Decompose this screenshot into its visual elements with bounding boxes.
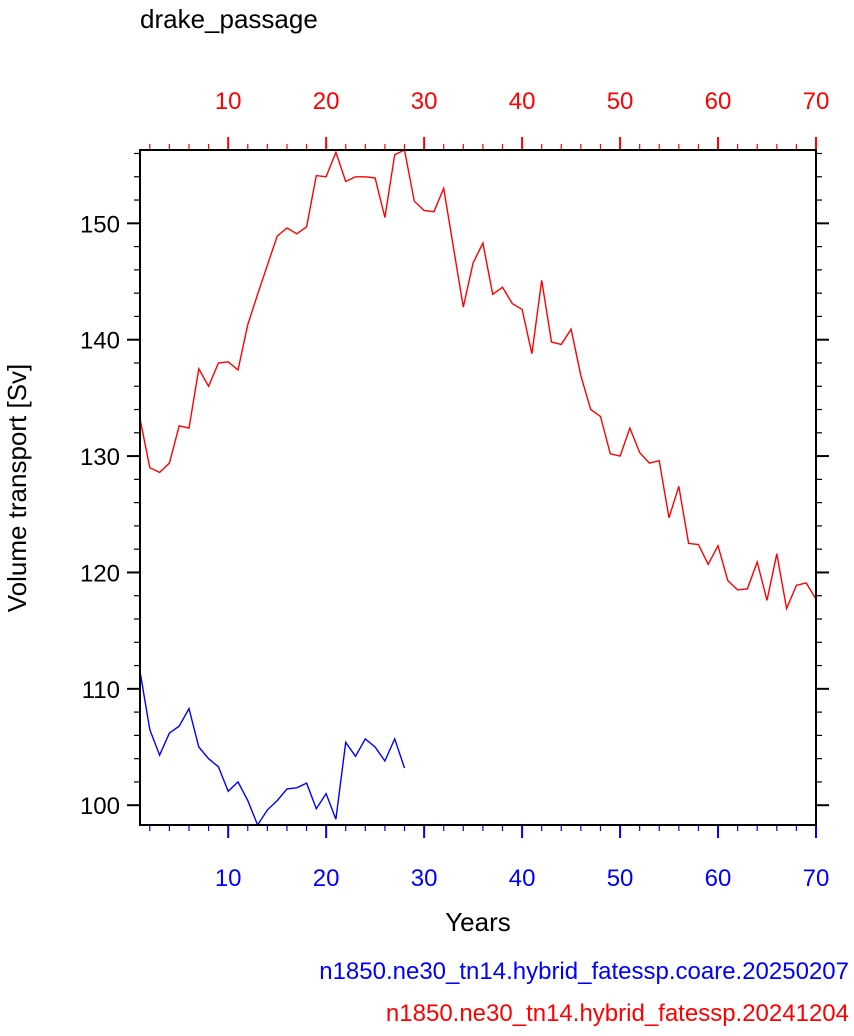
x-tick-label-bottom: 60 [705,865,732,892]
y-tick-label: 100 [80,793,120,820]
legend-entry-coare: n1850.ne30_tn14.hybrid_fatessp.coare.202… [319,958,849,985]
x-tick-label-bottom: 50 [607,865,634,892]
y-axis-title: Volume transport [Sv] [2,364,32,613]
chart-title: drake_passage [140,4,318,34]
plot-frame [139,149,817,826]
y-tick-label: 130 [80,444,120,471]
x-axis-title: Years [445,907,511,937]
x-tick-label-bottom: 70 [803,865,830,892]
tick-labels: 10 10 20 20 30 30 40 40 50 50 60 60 70 70 100 110 120 130… [80,88,829,892]
series-line-20241204 [139,148,817,611]
y-tick-label: 110 [82,677,120,704]
x-tick-label-bottom: 30 [411,865,438,892]
x-tick-label-top: 70 [803,88,830,115]
x-tick-label-top: 40 [509,88,536,115]
series-lines [139,148,817,827]
y-tick-label: 140 [80,328,120,355]
y-tick-label: 150 [80,211,120,238]
x-tick-label-top: 30 [411,88,438,115]
x-tick-label-top: 10 [215,88,242,115]
x-tick-label-top: 50 [607,88,634,115]
x-tick-label-bottom: 10 [215,865,242,892]
y-tick-label: 120 [80,560,120,587]
legend-entry-20241204: n1850.ne30_tn14.hybrid_fatessp.20241204 [386,1000,849,1027]
x-tick-label-bottom: 20 [313,865,340,892]
x-tick-label-bottom: 40 [509,865,536,892]
series-line-coare [139,671,406,827]
x-tick-label-top: 20 [313,88,340,115]
x-tick-label-top: 60 [705,88,732,115]
tick-marks [127,137,829,838]
